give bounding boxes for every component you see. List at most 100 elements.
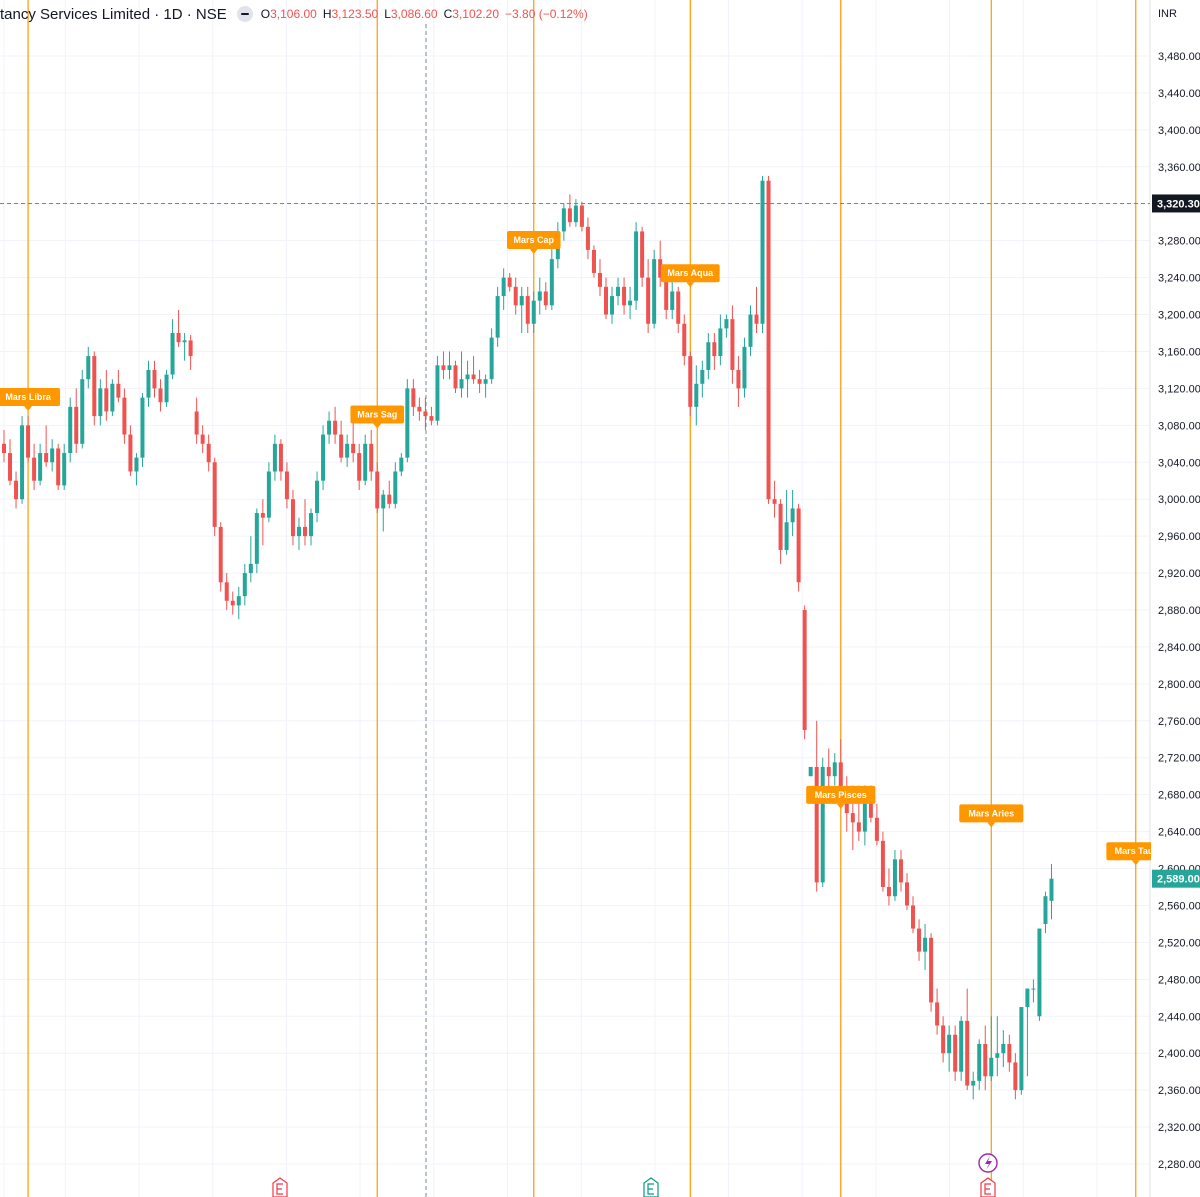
candle-body [417,406,422,412]
candle-body [597,272,602,287]
price-axis[interactable]: 2,280.00 2,320.00 2,360.00 2,400.00 2,440.00… [1151,0,1200,1197]
candle-body [911,905,916,929]
candle-body [886,887,891,897]
candle-body [531,300,536,324]
candle-body [80,379,85,444]
candle-body [700,369,705,384]
candle-body [224,582,229,601]
y-tick-label: 3,000.00 [1158,494,1200,506]
candle-body [315,480,320,514]
candle-body [567,208,572,223]
candle-body [640,231,645,278]
y-tick-label: 3,240.00 [1158,273,1200,285]
y-tick-label: 3,280.00 [1158,236,1200,248]
candle-body [935,1002,940,1026]
candle-body [706,342,711,370]
candle-body [965,1020,970,1086]
currency-label[interactable]: INR [1158,8,1177,20]
candle-body [766,180,771,500]
candle-body [658,259,663,278]
candle-body [748,314,753,347]
event-flag-label: Mars Cap [514,235,555,245]
symbol-header: tancy Services Limited · 1D · NSE O 3,106… [0,4,594,24]
candle-body [790,508,795,523]
candle-body [411,388,416,407]
candle-body [38,453,43,481]
candle-body [1037,928,1042,1017]
y-tick-label: 3,120.00 [1158,383,1200,395]
earnings-icon [276,1183,283,1195]
candle-body [296,526,301,537]
event-flag-pointer [24,405,33,411]
event-flag-pointer [836,803,845,809]
grid-lines [0,0,1151,1197]
y-tick-label: 2,320.00 [1158,1122,1200,1134]
candle-body [393,471,398,504]
candle-body [447,365,452,370]
earnings-marker [980,1177,996,1197]
y-tick-label: 2,680.00 [1158,790,1200,802]
candle-body [465,374,470,380]
candle-body [236,596,241,606]
candle-body [303,526,307,537]
change-value: −3.80 (−0.12%) [505,7,588,21]
candle-body [260,513,265,518]
y-tick-label: 2,800.00 [1158,679,1200,691]
candle-body [272,443,277,472]
candle-body [814,766,819,883]
open-value: 3,106.00 [270,7,317,21]
candle-body [92,356,97,417]
visibility-icon[interactable] [236,6,253,22]
candle-body [929,937,934,1003]
event-flag-label: Mars Libra [5,392,52,402]
candle-body [351,443,356,454]
event-flag: Mars Libra [0,387,61,411]
candle-body [483,379,488,384]
candle-body [68,406,73,454]
candle-body [712,342,717,357]
y-tick-label: 2,440.00 [1158,1011,1200,1023]
y-tick-label: 3,080.00 [1158,420,1200,432]
event-flag-pointer [686,282,695,288]
event-labels: Mars Libra Mars Sag Mars Cap Mars Aqua Mars … [0,230,1166,866]
candle-body [923,937,928,952]
y-tick-label: 3,160.00 [1158,346,1200,358]
candle-body [543,291,548,306]
candle-body [146,369,151,398]
low-value: 3,086.60 [390,7,438,21]
candle-body [682,323,687,357]
flash-marker [978,1153,998,1173]
candle-body [266,471,271,518]
y-tick-label: 2,920.00 [1158,568,1200,580]
candle-body [254,513,259,564]
candle-body [1001,1043,1006,1054]
candle-body [230,600,235,606]
candle-body [116,383,121,398]
candle-body [122,397,127,435]
last-price-box [1152,869,1200,888]
candle-body [874,817,879,841]
candle-body [441,365,446,370]
candle-body [778,503,783,550]
candle-body [971,1080,976,1086]
candle-body [8,453,13,481]
candle-body [471,374,476,380]
candle-body [694,383,699,407]
crosshair-price-label: 3,320.30 [1157,198,1200,210]
candle-body [62,453,67,486]
candle-body [2,443,6,454]
candle-body [664,277,669,310]
candle-body [591,249,596,273]
y-tick-label: 3,480.00 [1158,51,1200,63]
symbol-title[interactable]: tancy Services Limited · 1D · NSE [0,5,227,23]
candle-body [808,766,813,777]
candle-body [850,813,855,823]
candle-body [579,205,584,227]
event-flag-label: Mars Sag [357,409,397,419]
low-key: L [384,7,391,21]
y-tick-label: 2,840.00 [1158,642,1200,654]
candle-body [399,457,404,472]
candle-body [537,291,542,301]
candle-body [501,277,506,297]
